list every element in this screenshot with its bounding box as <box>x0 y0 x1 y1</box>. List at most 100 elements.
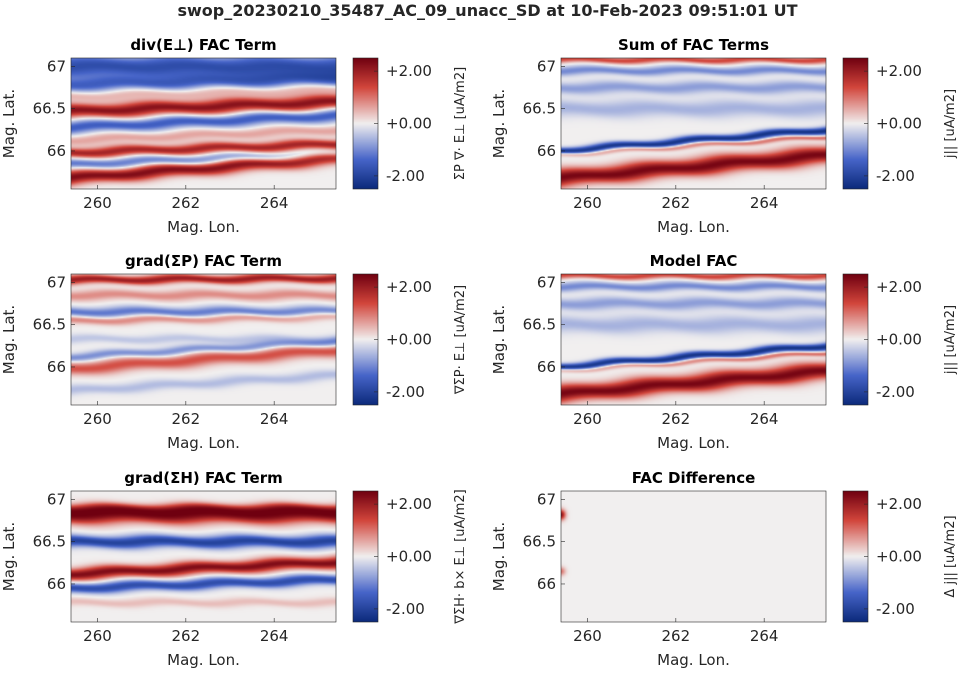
y-tick-label: 66.5 <box>523 100 556 118</box>
y-axis-label: Mag. Lat. <box>490 89 508 158</box>
x-tick-label: 262 <box>172 194 201 212</box>
x-tick-label: 264 <box>750 410 779 428</box>
x-tick-label: 260 <box>573 627 602 645</box>
x-tick-label: 262 <box>662 194 691 212</box>
panel-3: grad(ΣP) FAC Term 260 262 264 66 66.5 67 Mag. L… <box>0 252 468 452</box>
y-tick-label: 67 <box>537 273 556 291</box>
y-tick-label: 66 <box>47 358 66 376</box>
y-tick-label: 66.5 <box>33 316 66 334</box>
panel-1: div(E⊥) FAC Term 260 262 264 66 66.5 67 Mag. Lo… <box>0 36 468 236</box>
colorbar-tick-label: -2.00 <box>386 167 425 185</box>
y-tick-label: 66.5 <box>33 100 66 118</box>
y-tick-label: 67 <box>47 490 66 508</box>
plot-frame <box>70 273 337 406</box>
colorbar-tick-label: -2.00 <box>876 167 915 185</box>
y-tick-label: 67 <box>47 57 66 75</box>
x-tick-label: 260 <box>83 410 112 428</box>
x-tick-label: 264 <box>750 627 779 645</box>
x-tick-label: 260 <box>573 194 602 212</box>
heatmap-image <box>71 491 336 622</box>
y-axis-label: Mag. Lat. <box>0 89 18 158</box>
colorbar-tick-label: +0.00 <box>386 331 432 349</box>
colorbar-tick-label: +2.00 <box>386 278 432 296</box>
colorbar-tick-label: -2.00 <box>876 600 915 618</box>
x-tick-label: 262 <box>662 627 691 645</box>
colorbar-tick-label: +2.00 <box>876 62 922 80</box>
colorbar-tick-label: -2.00 <box>876 383 915 401</box>
y-axis-label: Mag. Lat. <box>490 522 508 591</box>
panel-5: grad(ΣH) FAC Term 260 262 264 66 66.5 67 Mag. L… <box>0 469 468 669</box>
plot-frame <box>560 490 827 623</box>
colorbar <box>843 491 868 622</box>
colorbar-tick-label: +2.00 <box>876 278 922 296</box>
plot-frame <box>560 57 827 190</box>
plot-frame <box>70 490 337 623</box>
panel-4: Model FAC 260 262 264 66 66.5 67 Mag. Lon. Mag. … <box>490 252 958 452</box>
y-tick-label: 66 <box>47 142 66 160</box>
x-tick-label: 262 <box>172 627 201 645</box>
colorbar-label: ∇ΣH· b× E⊥ [uA/m2] <box>453 489 468 625</box>
panel-6: FAC Difference 260 262 264 66 66.5 67 Mag. Lon.… <box>490 469 958 669</box>
colorbar-label: ΣP ∇· E⊥ [uA/m2] <box>453 67 468 180</box>
colorbar-label: Δ j|| [uA/m2] <box>943 515 958 597</box>
colorbar-tick-label: -2.00 <box>386 383 425 401</box>
colorbar-tick-label: +0.00 <box>876 115 922 133</box>
heatmap-image <box>71 58 336 189</box>
panel-title: Sum of FAC Terms <box>618 36 769 54</box>
panel-2: Sum of FAC Terms 260 262 264 66 66.5 67 Mag. Lo… <box>490 36 958 236</box>
y-tick-label: 66 <box>537 575 556 593</box>
y-tick-label: 67 <box>537 490 556 508</box>
x-axis-label: Mag. Lon. <box>167 434 240 452</box>
y-tick-label: 66.5 <box>523 316 556 334</box>
colorbar-tick-label: -2.00 <box>386 600 425 618</box>
y-tick-label: 66 <box>47 575 66 593</box>
colorbar-tick-label: +2.00 <box>876 495 922 513</box>
heatmap-image <box>561 274 826 405</box>
heatmap-image <box>561 58 826 189</box>
panel-title: Model FAC <box>650 252 738 270</box>
x-tick-label: 264 <box>260 410 289 428</box>
colorbar-tick-label: +0.00 <box>876 548 922 566</box>
colorbar-tick-label: +2.00 <box>386 495 432 513</box>
y-tick-label: 67 <box>47 273 66 291</box>
colorbar <box>353 58 378 189</box>
figure-title: swop_20230210_35487_AC_09_unacc_SD at 10… <box>177 1 798 20</box>
panel-title: grad(ΣP) FAC Term <box>125 252 282 270</box>
y-tick-label: 66.5 <box>33 533 66 551</box>
x-axis-label: Mag. Lon. <box>657 218 730 236</box>
y-axis-label: Mag. Lat. <box>0 522 18 591</box>
x-tick-label: 264 <box>750 194 779 212</box>
colorbar-tick-label: +0.00 <box>386 548 432 566</box>
x-axis-label: Mag. Lon. <box>167 651 240 669</box>
y-tick-label: 67 <box>537 57 556 75</box>
x-axis-label: Mag. Lon. <box>167 218 240 236</box>
x-axis-label: Mag. Lon. <box>657 434 730 452</box>
plot-frame <box>560 273 827 406</box>
x-axis-label: Mag. Lon. <box>657 651 730 669</box>
plot-frame <box>70 57 337 190</box>
colorbar <box>843 58 868 189</box>
x-tick-label: 260 <box>83 194 112 212</box>
x-tick-label: 264 <box>260 194 289 212</box>
y-axis-label: Mag. Lat. <box>0 305 18 374</box>
colorbar-label: j|| [uA/m2] <box>943 89 958 159</box>
panel-title: grad(ΣH) FAC Term <box>124 469 283 487</box>
colorbar-tick-label: +2.00 <box>386 62 432 80</box>
colorbar-label: ∇ΣP· E⊥ [uA/m2] <box>453 285 468 395</box>
heatmap-image <box>71 274 336 405</box>
x-tick-label: 264 <box>260 627 289 645</box>
colorbar-label: j|| [uA/m2] <box>943 305 958 375</box>
panel-title: FAC Difference <box>632 469 756 487</box>
colorbar-tick-label: +0.00 <box>386 115 432 133</box>
x-tick-label: 260 <box>573 410 602 428</box>
x-tick-label: 260 <box>83 627 112 645</box>
colorbar-tick-label: +0.00 <box>876 331 922 349</box>
x-tick-label: 262 <box>172 410 201 428</box>
y-tick-label: 66 <box>537 358 556 376</box>
colorbar <box>843 274 868 405</box>
panel-title: div(E⊥) FAC Term <box>130 36 276 54</box>
y-axis-label: Mag. Lat. <box>490 305 508 374</box>
y-tick-label: 66.5 <box>523 533 556 551</box>
x-tick-label: 262 <box>662 410 691 428</box>
